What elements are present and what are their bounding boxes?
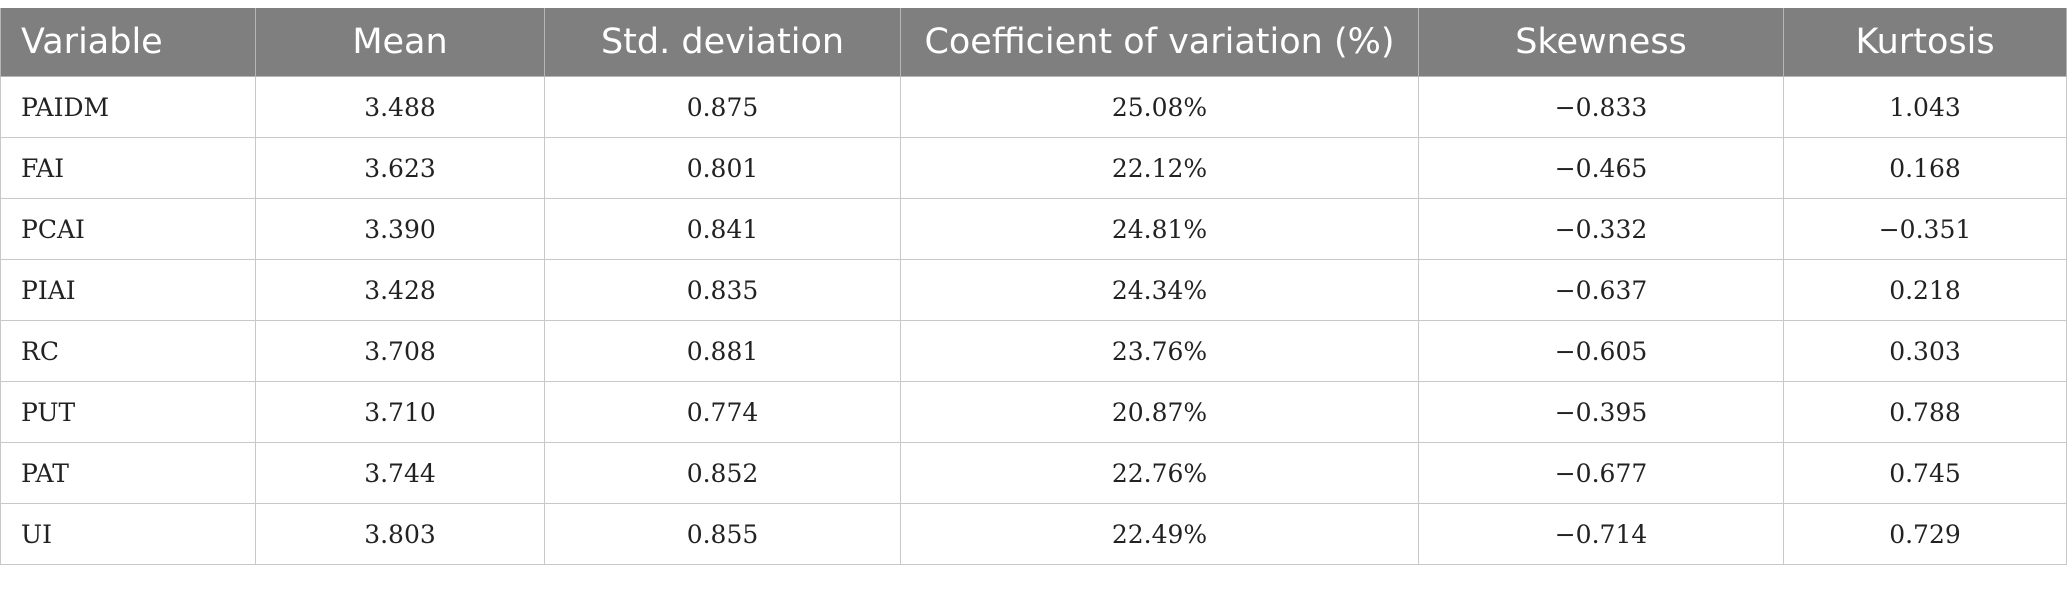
cell-variable: PIAI (0, 259, 256, 321)
table-row: PAT 3.744 0.852 22.76% −0.677 0.745 (0, 442, 2067, 504)
cell-coefficient-of-variation: 22.76% (900, 442, 1419, 504)
cell-mean: 3.708 (255, 320, 545, 382)
cell-mean: 3.623 (255, 137, 545, 199)
cell-mean: 3.390 (255, 198, 545, 260)
header-coefficient-of-variation: Coefficient of variation (%) (900, 8, 1419, 77)
cell-mean: 3.488 (255, 76, 545, 138)
header-mean: Mean (255, 8, 545, 77)
header-row: Variable Mean Std. deviation Coefficient… (0, 8, 2067, 77)
table-row: PUT 3.710 0.774 20.87% −0.395 0.788 (0, 381, 2067, 443)
descriptive-statistics-table: Variable Mean Std. deviation Coefficient… (0, 8, 2067, 565)
cell-coefficient-of-variation: 24.81% (900, 198, 1419, 260)
table-body: PAIDM 3.488 0.875 25.08% −0.833 1.043 FA… (0, 76, 2067, 565)
cell-skewness: −0.465 (1418, 137, 1784, 199)
cell-std-deviation: 0.841 (544, 198, 901, 260)
cell-kurtosis: 1.043 (1783, 76, 2067, 138)
table-row: RC 3.708 0.881 23.76% −0.605 0.303 (0, 320, 2067, 382)
cell-skewness: −0.332 (1418, 198, 1784, 260)
cell-variable: UI (0, 503, 256, 565)
cell-std-deviation: 0.774 (544, 381, 901, 443)
cell-kurtosis: 0.303 (1783, 320, 2067, 382)
cell-coefficient-of-variation: 24.34% (900, 259, 1419, 321)
cell-variable: PAIDM (0, 76, 256, 138)
cell-std-deviation: 0.875 (544, 76, 901, 138)
cell-skewness: −0.677 (1418, 442, 1784, 504)
cell-variable: PAT (0, 442, 256, 504)
cell-kurtosis: 0.168 (1783, 137, 2067, 199)
cell-mean: 3.710 (255, 381, 545, 443)
table-row: PAIDM 3.488 0.875 25.08% −0.833 1.043 (0, 76, 2067, 138)
cell-skewness: −0.605 (1418, 320, 1784, 382)
cell-kurtosis: 0.788 (1783, 381, 2067, 443)
table-row: PIAI 3.428 0.835 24.34% −0.637 0.218 (0, 259, 2067, 321)
cell-kurtosis: 0.218 (1783, 259, 2067, 321)
cell-std-deviation: 0.855 (544, 503, 901, 565)
cell-std-deviation: 0.881 (544, 320, 901, 382)
header-variable: Variable (0, 8, 256, 77)
header-skewness: Skewness (1418, 8, 1784, 77)
table-row: FAI 3.623 0.801 22.12% −0.465 0.168 (0, 137, 2067, 199)
cell-coefficient-of-variation: 22.49% (900, 503, 1419, 565)
cell-mean: 3.428 (255, 259, 545, 321)
table-row: UI 3.803 0.855 22.49% −0.714 0.729 (0, 503, 2067, 565)
header-std-deviation: Std. deviation (544, 8, 901, 77)
table-row: PCAI 3.390 0.841 24.81% −0.332 −0.351 (0, 198, 2067, 260)
cell-skewness: −0.833 (1418, 76, 1784, 138)
cell-std-deviation: 0.835 (544, 259, 901, 321)
cell-mean: 3.744 (255, 442, 545, 504)
table-header: Variable Mean Std. deviation Coefficient… (0, 8, 2067, 77)
cell-variable: PCAI (0, 198, 256, 260)
cell-skewness: −0.637 (1418, 259, 1784, 321)
cell-kurtosis: 0.729 (1783, 503, 2067, 565)
header-kurtosis: Kurtosis (1783, 8, 2067, 77)
cell-variable: FAI (0, 137, 256, 199)
cell-variable: PUT (0, 381, 256, 443)
cell-skewness: −0.395 (1418, 381, 1784, 443)
cell-mean: 3.803 (255, 503, 545, 565)
cell-std-deviation: 0.801 (544, 137, 901, 199)
cell-kurtosis: 0.745 (1783, 442, 2067, 504)
cell-std-deviation: 0.852 (544, 442, 901, 504)
descriptive-statistics-table-container: Variable Mean Std. deviation Coefficient… (0, 8, 2067, 565)
cell-variable: RC (0, 320, 256, 382)
cell-coefficient-of-variation: 23.76% (900, 320, 1419, 382)
cell-coefficient-of-variation: 22.12% (900, 137, 1419, 199)
cell-skewness: −0.714 (1418, 503, 1784, 565)
cell-coefficient-of-variation: 25.08% (900, 76, 1419, 138)
cell-kurtosis: −0.351 (1783, 198, 2067, 260)
cell-coefficient-of-variation: 20.87% (900, 381, 1419, 443)
